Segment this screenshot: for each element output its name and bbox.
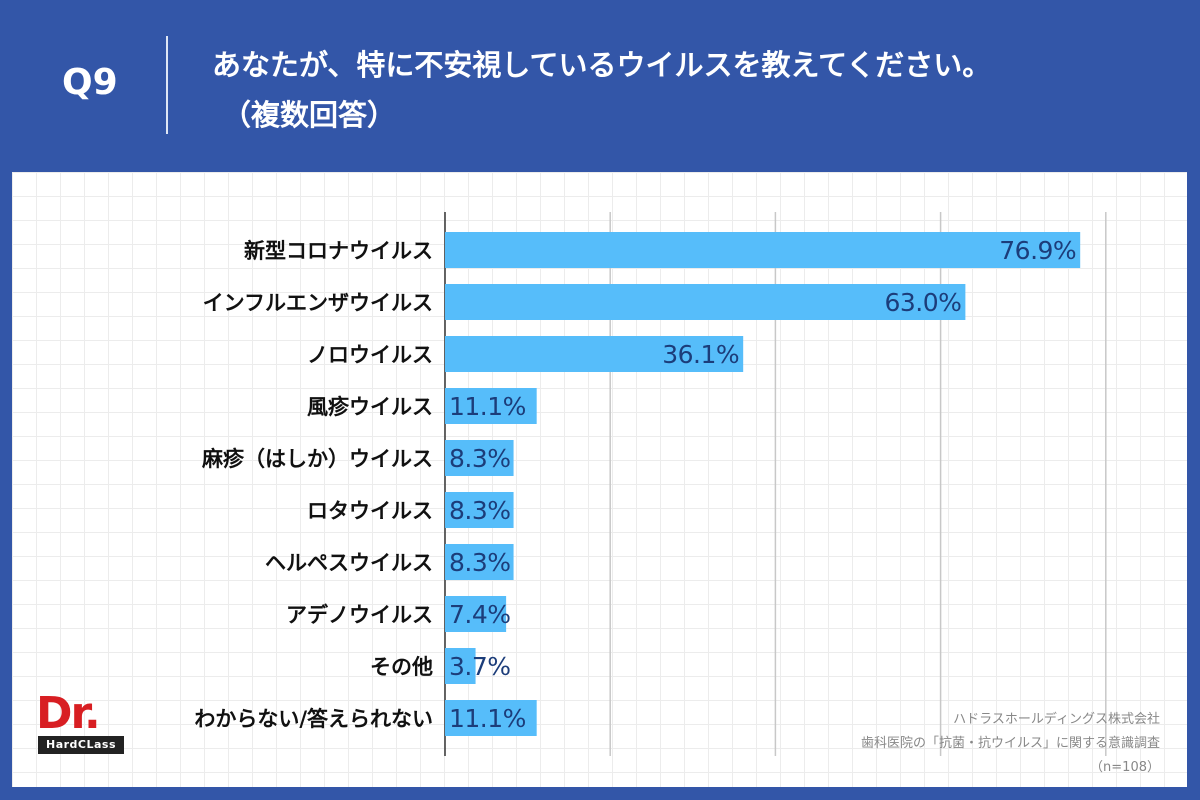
source-note: ハドラスホールディングス株式会社 歯科医院の「抗菌・抗ウイルス」に関する意識調査…: [861, 708, 1160, 780]
bar: [445, 700, 537, 736]
value-label: 3.7%: [449, 652, 511, 681]
value-label: 8.3%: [449, 496, 511, 525]
question-title: あなたが、特に不安視しているウイルスを教えてください。: [212, 48, 992, 82]
dr-hardclass-logo: Dr. HardCLass: [36, 690, 126, 760]
value-label: 7.4%: [449, 600, 511, 629]
bar: [445, 232, 1081, 268]
value-label: 11.1%: [449, 704, 526, 733]
category-label: アデノウイルス: [286, 603, 433, 627]
header: Q9 あなたが、特に不安視しているウイルスを教えてください。 （複数回答）: [0, 0, 1200, 170]
category-label: インフルエンザウイルス: [203, 291, 433, 315]
category-label: わからない/答えられない: [194, 707, 433, 731]
value-label: 63.0%: [884, 288, 961, 317]
source-sample-size: （n=108）: [1090, 760, 1160, 775]
logo-subtext: HardCLass: [38, 736, 124, 754]
bar: [445, 492, 514, 528]
value-label: 8.3%: [449, 444, 511, 473]
logo-dr-text: Dr.: [36, 688, 101, 739]
chart-panel: 新型コロナウイルス 76.9% インフルエンザウイルス 63.0% ノロウイルス 36.1…: [12, 172, 1187, 787]
bar: [445, 336, 744, 372]
value-label: 76.9%: [999, 236, 1076, 265]
question-subtitle: （複数回答）: [222, 98, 397, 132]
bar: [445, 648, 476, 684]
category-label: ノロウイルス: [307, 343, 433, 367]
value-label: 36.1%: [662, 340, 739, 369]
category-label: 新型コロナウイルス: [244, 239, 433, 263]
header-divider: [166, 36, 168, 134]
bar: [445, 544, 514, 580]
value-label: 11.1%: [449, 392, 526, 421]
bar-chart: 新型コロナウイルス 76.9% インフルエンザウイルス 63.0% ノロウイルス 36.1…: [194, 212, 1107, 756]
value-label: 8.3%: [449, 548, 511, 577]
bar: [445, 388, 537, 424]
category-label: ヘルペスウイルス: [265, 551, 433, 575]
source-survey: 歯科医院の「抗菌・抗ウイルス」に関する意識調査: [860, 736, 1160, 751]
category-label: その他: [370, 655, 433, 679]
category-label: 麻疹（はしか）ウイルス: [201, 447, 433, 471]
bar: [445, 596, 507, 632]
category-label: ロタウイルス: [307, 499, 433, 523]
bar: [445, 284, 966, 320]
category-label: 風疹ウイルス: [307, 395, 433, 419]
question-number: Q9: [62, 62, 118, 103]
source-company: ハドラスホールディングス株式会社: [953, 712, 1160, 727]
bar: [445, 440, 514, 476]
